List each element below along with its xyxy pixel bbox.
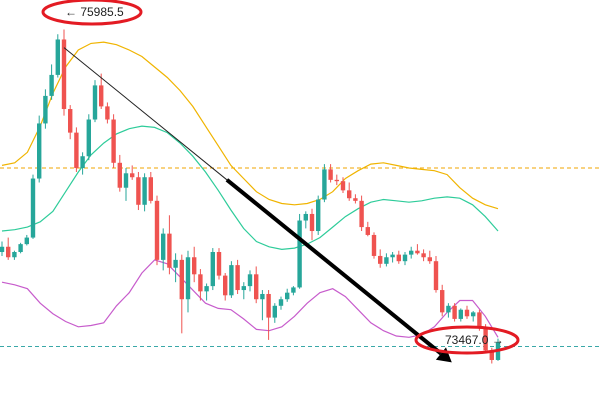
candle-body — [223, 275, 228, 296]
candle-body — [30, 178, 36, 238]
candle-body — [192, 257, 197, 275]
candle-body — [353, 198, 358, 201]
candle-body — [402, 254, 408, 262]
candle-body — [18, 244, 23, 253]
candle-body — [477, 312, 482, 327]
candle-body — [24, 237, 29, 245]
candle-body — [309, 213, 315, 232]
candle-body — [409, 250, 414, 255]
candle-body — [105, 106, 110, 120]
candle-body — [458, 309, 463, 319]
high-price-label: ← 75985.5 — [65, 5, 124, 19]
candle-body — [235, 265, 240, 291]
candle-body — [278, 299, 284, 306]
candle-body — [43, 95, 48, 124]
candle-body — [6, 246, 11, 258]
candle-body — [0, 246, 5, 253]
candle-body — [148, 177, 153, 201]
candle-body — [378, 255, 383, 264]
candle-body — [216, 252, 222, 276]
candle-body — [86, 119, 91, 157]
candle-body — [297, 220, 302, 288]
candle-body — [427, 257, 432, 262]
candle-body — [285, 292, 290, 300]
candle-body — [328, 169, 333, 180]
candle-body — [117, 162, 122, 188]
low-price-highlight — [414, 325, 520, 355]
candle-body — [260, 293, 265, 300]
horizontal-levels — [0, 167, 602, 347]
candle-body — [291, 287, 296, 293]
candle-body — [390, 254, 395, 258]
candle-body — [316, 199, 321, 232]
candle-body — [130, 173, 135, 178]
candle-body — [136, 177, 141, 205]
candle-body — [452, 305, 457, 319]
candle-body — [359, 200, 364, 228]
low-price-label: 73467.0 → — [445, 333, 504, 347]
candle-body — [123, 173, 129, 188]
trend-arrow-head — [435, 347, 452, 363]
candle-body — [99, 85, 104, 107]
candle-body — [173, 259, 178, 268]
candle-body — [303, 213, 308, 221]
candle-body — [247, 274, 253, 287]
candle-body — [334, 179, 339, 182]
indicator-lines — [1, 41, 499, 338]
candle-body — [440, 290, 445, 313]
candle-body — [371, 234, 377, 256]
candle-body — [365, 227, 370, 235]
candle-body — [415, 250, 420, 254]
candle-body — [384, 257, 389, 264]
bollinger_upper-line — [1, 41, 499, 210]
candle-body — [483, 326, 488, 351]
candle-body — [210, 252, 215, 287]
candle-body — [167, 233, 172, 268]
candle-body — [68, 109, 73, 133]
candle-body — [37, 123, 42, 179]
candle-body — [154, 200, 160, 260]
candle-body — [185, 257, 191, 300]
candles — [0, 29, 501, 364]
candle-body — [204, 286, 209, 292]
candle-body — [161, 233, 166, 260]
candle-body — [179, 259, 184, 300]
candle-body — [229, 265, 234, 296]
candle-body — [12, 252, 17, 258]
candle-body — [433, 261, 439, 291]
candle-body — [254, 274, 259, 300]
candle-body — [61, 39, 67, 110]
candle-body — [80, 156, 85, 169]
candle-body — [198, 274, 203, 292]
candle-body — [49, 74, 54, 96]
candle-body — [74, 132, 79, 169]
trend-arrow-shaft — [225, 178, 443, 356]
candle-body — [396, 254, 401, 262]
candle-body — [421, 253, 426, 258]
candle-body — [266, 293, 271, 318]
bollinger_lower-line — [1, 259, 499, 338]
high-price-highlight — [41, 0, 143, 26]
candle-body — [55, 39, 60, 75]
candle-body — [471, 312, 476, 317]
candle-body — [347, 190, 352, 199]
candle-body — [464, 309, 470, 317]
candle-body — [340, 181, 346, 191]
candle-body — [446, 305, 451, 313]
candle-body — [92, 85, 98, 120]
trend-line — [63, 47, 228, 181]
candle-body — [489, 350, 494, 360]
candle-body — [111, 119, 116, 163]
candle-body — [322, 169, 327, 200]
candle-body — [142, 177, 147, 205]
candle-body — [241, 286, 246, 291]
candle-body — [272, 305, 277, 318]
